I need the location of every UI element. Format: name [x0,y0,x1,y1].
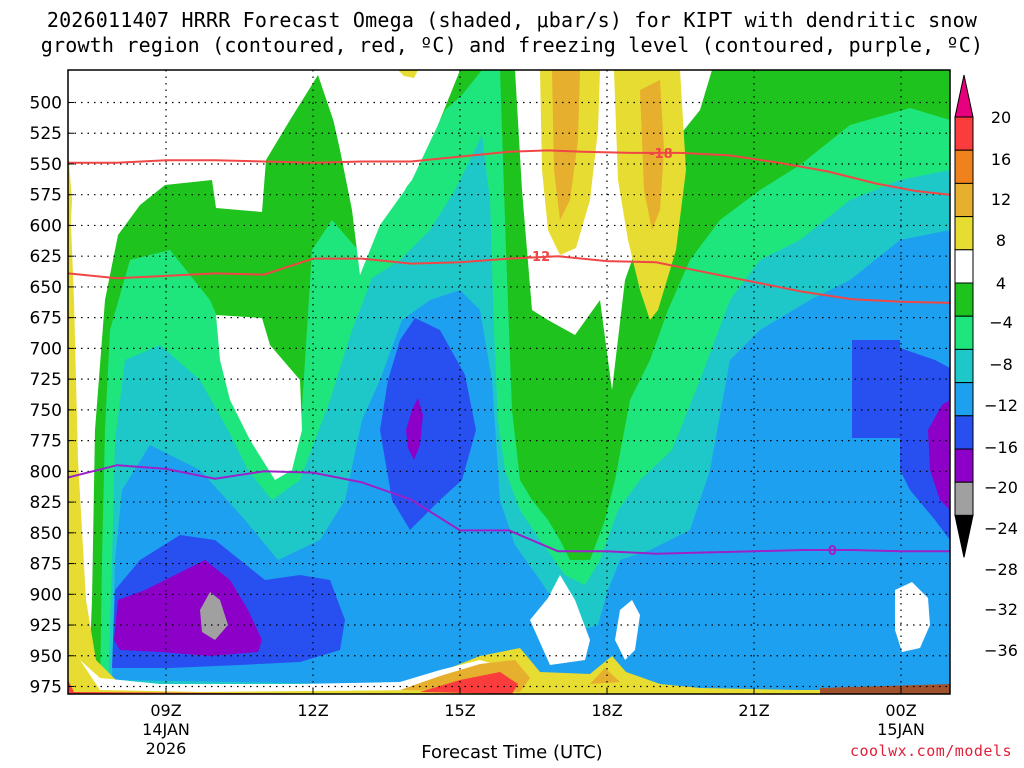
colorbar-swatch [954,382,974,417]
colorbar-swatch [954,415,974,450]
y-tick-label: 875 [30,555,62,575]
colorbar-label: 16 [991,150,1011,169]
plot-contours: -18 -12 0 [67,147,951,559]
colorbar-label: −36 [984,641,1018,660]
x-tick-sub1: 15JAN [877,720,925,739]
colorbar-label: −4 [989,313,1013,332]
contour-freezing-level-0 [67,464,950,555]
x-tick-label: 21Z [738,701,769,720]
x-tick-label: 15Z [444,701,475,720]
colorbar-label: 8 [996,231,1006,250]
colorbar-swatch [954,481,974,516]
contour-label: -12 [527,250,551,265]
chart-title-line2: growth region (contoured, red, ºC) and f… [40,33,984,57]
colorbar-label: −12 [984,396,1018,415]
y-tick-label: 525 [30,124,62,144]
y-tick-label: 900 [30,585,62,605]
colorbar-label: −32 [984,600,1018,619]
colorbar-swatch [954,315,974,350]
site-credit: coolwx.com/models [849,742,1012,760]
omega-shading [68,70,950,694]
y-tick-label: 775 [30,432,62,452]
colorbar-top-arrow [954,74,974,118]
colorbar-swatch [954,249,974,284]
y-tick-label: 725 [30,370,62,390]
y-tick-label: 950 [30,647,62,667]
y-tick-label: 700 [30,339,62,359]
colorbar-label: −28 [984,560,1018,579]
colorbar-swatch [954,282,974,317]
y-tick-label: 575 [30,186,62,206]
y-tick-label: 750 [30,401,62,421]
colorbar-swatch [954,448,974,483]
colorbar-label: 4 [996,274,1006,293]
y-tick-label: 825 [30,493,62,513]
y-tick-label: 800 [30,462,62,482]
colorbar-label: −24 [984,519,1018,538]
y-tick-label: 925 [30,616,62,636]
y-tick-label: 850 [30,524,62,544]
colorbar-label: −8 [989,355,1013,374]
x-tick-label: 18Z [591,701,622,720]
contour-dgz-minus12 [67,255,951,304]
y-tick-label: 600 [30,216,62,236]
x-tick-sub2: 2026 [146,739,187,758]
x-axis-title: Forecast Time (UTC) [421,742,603,763]
colorbar-bottom-arrow [954,514,974,558]
colorbar-swatch [954,182,974,218]
y-tick-label: 625 [30,247,62,267]
colorbar-swatch [954,116,974,151]
x-tick-sub1: 14JAN [142,720,190,739]
contour-dgz-minus18 [68,149,951,196]
y-tick-label: 975 [30,678,62,698]
colorbar-swatch [954,348,974,384]
x-tick-label: 09Z [150,701,181,720]
colorbar-label: 20 [991,108,1011,127]
y-tick-label: 675 [30,309,62,329]
plot-gridlines [68,70,950,694]
contour-label: 0 [828,544,837,559]
y-tick-label: 500 [30,94,62,114]
contour-label: -18 [649,147,673,162]
x-tick-label: 12Z [297,701,328,720]
omega-colorbar: 20 16 12 8 4 −4 −8 −12 −16 −20 −24 −28 −32 −36 [954,74,1018,660]
colorbar-swatch [954,216,974,251]
y-tick-label: 550 [30,155,62,175]
y-tick-label: 650 [30,278,62,298]
chart-title-line1: 2026011407 HRRR Forecast Omega (shaded, … [46,8,978,32]
x-tick-label: 00Z [885,701,916,720]
colorbar-label: 12 [991,190,1011,209]
colorbar-label: −16 [984,438,1018,457]
plot-frame [67,69,951,695]
colorbar-label: −20 [984,478,1018,497]
plot-axes: 500 525 550 575 600 625 650 675 700 725 750 775 800 8… [30,69,951,758]
colorbar-swatch [954,149,974,184]
